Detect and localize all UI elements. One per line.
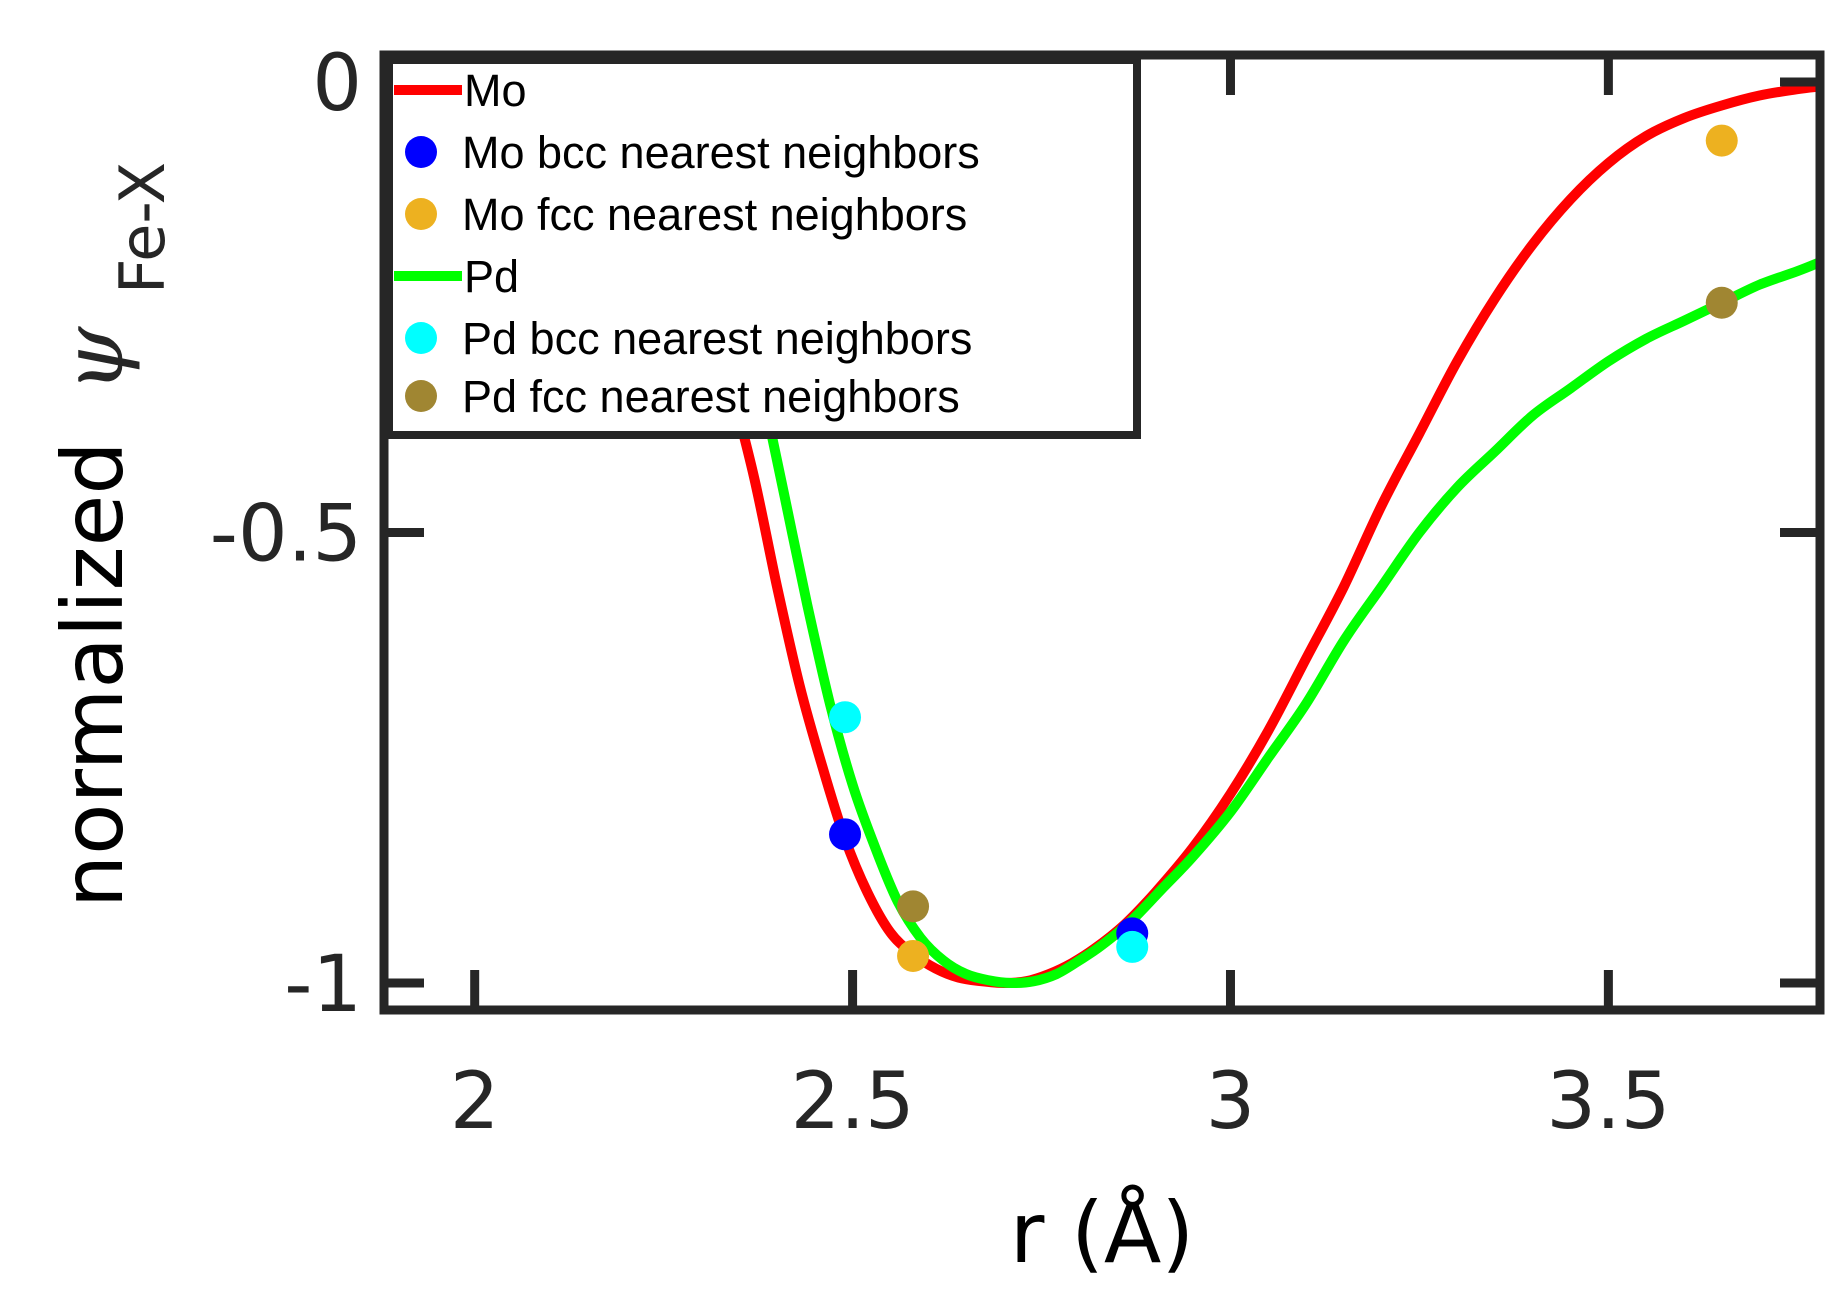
legend-swatch-marker bbox=[405, 322, 437, 354]
legend-label: Pd bcc nearest neighbors bbox=[462, 313, 972, 364]
y-tick-label: 0 bbox=[312, 39, 362, 129]
y-tick-label: -1 bbox=[284, 940, 362, 1030]
legend-items: Mo Mo bcc nearest neighbors Mo fcc nearest… bbox=[394, 65, 980, 422]
y-axis-label-prefix: normalized bbox=[44, 441, 142, 908]
legend-item-mo-bcc-nearest-neighbors: Mo bcc nearest neighbors bbox=[405, 127, 980, 178]
marker-pd-fcc-nearest-neighbors bbox=[897, 890, 930, 923]
legend-label: Pd fcc nearest neighbors bbox=[462, 371, 960, 422]
y-axis-label: normalized ψ Fe-X bbox=[44, 162, 179, 908]
ticks-layer: 2 2.5 3 3.5 0 -0.5 -1 bbox=[210, 39, 1820, 1147]
legend-swatch-marker bbox=[405, 136, 437, 168]
legend-swatch-marker bbox=[405, 198, 437, 230]
legend-label: Mo bbox=[464, 65, 527, 116]
legend-item-pd-bcc-nearest-neighbors: Pd bcc nearest neighbors bbox=[405, 313, 972, 364]
y-axis-label-symbol: ψ bbox=[44, 326, 142, 393]
legend-box bbox=[385, 56, 1141, 439]
x-tick-label: 3 bbox=[1206, 1057, 1256, 1147]
legend-item-mo-fcc-nearest-neighbors: Mo fcc nearest neighbors bbox=[405, 189, 967, 240]
legend-item-pd: Pd bbox=[394, 251, 519, 302]
marker-mo-bcc-nearest-neighbors bbox=[829, 818, 862, 851]
x-tick-label: 2 bbox=[450, 1057, 500, 1147]
marker-pd-fcc-nearest-neighbors bbox=[1705, 286, 1738, 319]
curves-layer bbox=[726, 81, 1820, 989]
x-tick-label: 2.5 bbox=[791, 1057, 915, 1147]
series-line-pd bbox=[757, 257, 1820, 989]
legend-item-pd-fcc-nearest-neighbors: Pd fcc nearest neighbors bbox=[405, 371, 960, 422]
y-tick-label: -0.5 bbox=[210, 490, 362, 580]
y-axis-label-subscript: Fe-X bbox=[106, 162, 179, 294]
legend: Mo Mo bcc nearest neighbors Mo fcc nearest… bbox=[385, 56, 1141, 439]
legend-item-mo: Mo bbox=[394, 65, 527, 116]
marker-pd-bcc-nearest-neighbors bbox=[1116, 930, 1149, 963]
marker-pd-bcc-nearest-neighbors bbox=[829, 701, 862, 734]
x-tick-label: 3.5 bbox=[1546, 1057, 1670, 1147]
legend-label: Pd bbox=[464, 251, 519, 302]
legend-label: Mo bcc nearest neighbors bbox=[462, 127, 980, 178]
x-axis-label: r (Å) bbox=[1010, 1183, 1194, 1282]
legend-swatch-marker bbox=[405, 380, 437, 412]
svg-text:normalized ψ Fe-X: normalized ψ Fe-X bbox=[44, 162, 179, 908]
legend-label: Mo fcc nearest neighbors bbox=[462, 189, 967, 240]
markers-layer bbox=[829, 124, 1738, 972]
marker-mo-fcc-nearest-neighbors bbox=[897, 939, 930, 972]
marker-mo-fcc-nearest-neighbors bbox=[1705, 124, 1738, 157]
